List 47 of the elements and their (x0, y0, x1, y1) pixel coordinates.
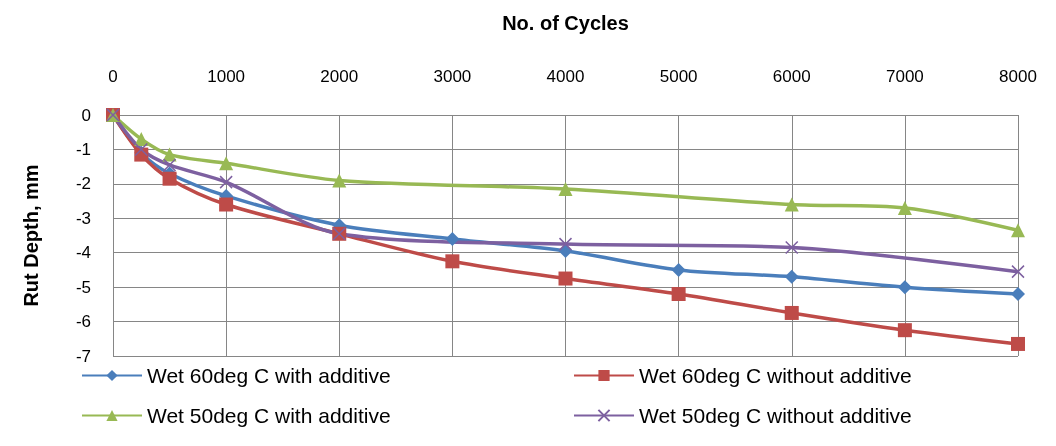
point (1011, 223, 1025, 238)
y-tick-label: -6 (75, 312, 91, 332)
y-tick-label: -3 (75, 208, 91, 228)
point (671, 287, 686, 302)
point (445, 231, 460, 246)
y-tick-label: -2 (75, 174, 91, 194)
x-tick-label: 0 (108, 67, 118, 86)
x-tick-label: 1000 (207, 67, 246, 86)
legend-label: Wet 60deg C without additive (639, 364, 912, 387)
y-tick-label: -7 (75, 346, 91, 366)
point (784, 197, 799, 212)
y-axis-title: Rut Depth, mm (20, 164, 42, 307)
point (785, 240, 799, 255)
point (671, 262, 686, 277)
point (219, 156, 234, 171)
point (784, 305, 799, 320)
legend-label: Wet 50deg C with additive (147, 404, 391, 427)
y-tick-label: -4 (75, 243, 91, 263)
point (1011, 287, 1025, 302)
x-tick-label: 6000 (772, 67, 811, 86)
point (1011, 264, 1025, 279)
point (558, 271, 573, 286)
point (784, 269, 799, 284)
y-tick-label: 0 (81, 105, 91, 125)
y-tick-label: -5 (75, 277, 91, 297)
point (332, 173, 347, 188)
point (1011, 336, 1025, 351)
point (162, 158, 177, 172)
x-tick-label: 7000 (885, 67, 924, 86)
x-tick-label: 8000 (999, 67, 1037, 86)
legend-label: Wet 60deg C with additive (147, 364, 391, 387)
point (897, 323, 912, 338)
legend-label: Wet 50deg C without additive (639, 404, 912, 427)
x-axis-title: No. of Cycles (502, 12, 629, 34)
point (558, 182, 573, 197)
point (219, 175, 233, 189)
y-tick-label: -1 (75, 139, 91, 159)
point (897, 280, 912, 295)
x-tick-label: 4000 (546, 67, 585, 86)
x-tick-label: 5000 (659, 67, 698, 86)
point (162, 171, 177, 186)
x-tick-label: 3000 (433, 67, 472, 86)
point (445, 254, 460, 269)
point (558, 237, 573, 251)
x-tick-label: 2000 (320, 67, 359, 86)
point (897, 200, 912, 215)
point (219, 197, 234, 212)
